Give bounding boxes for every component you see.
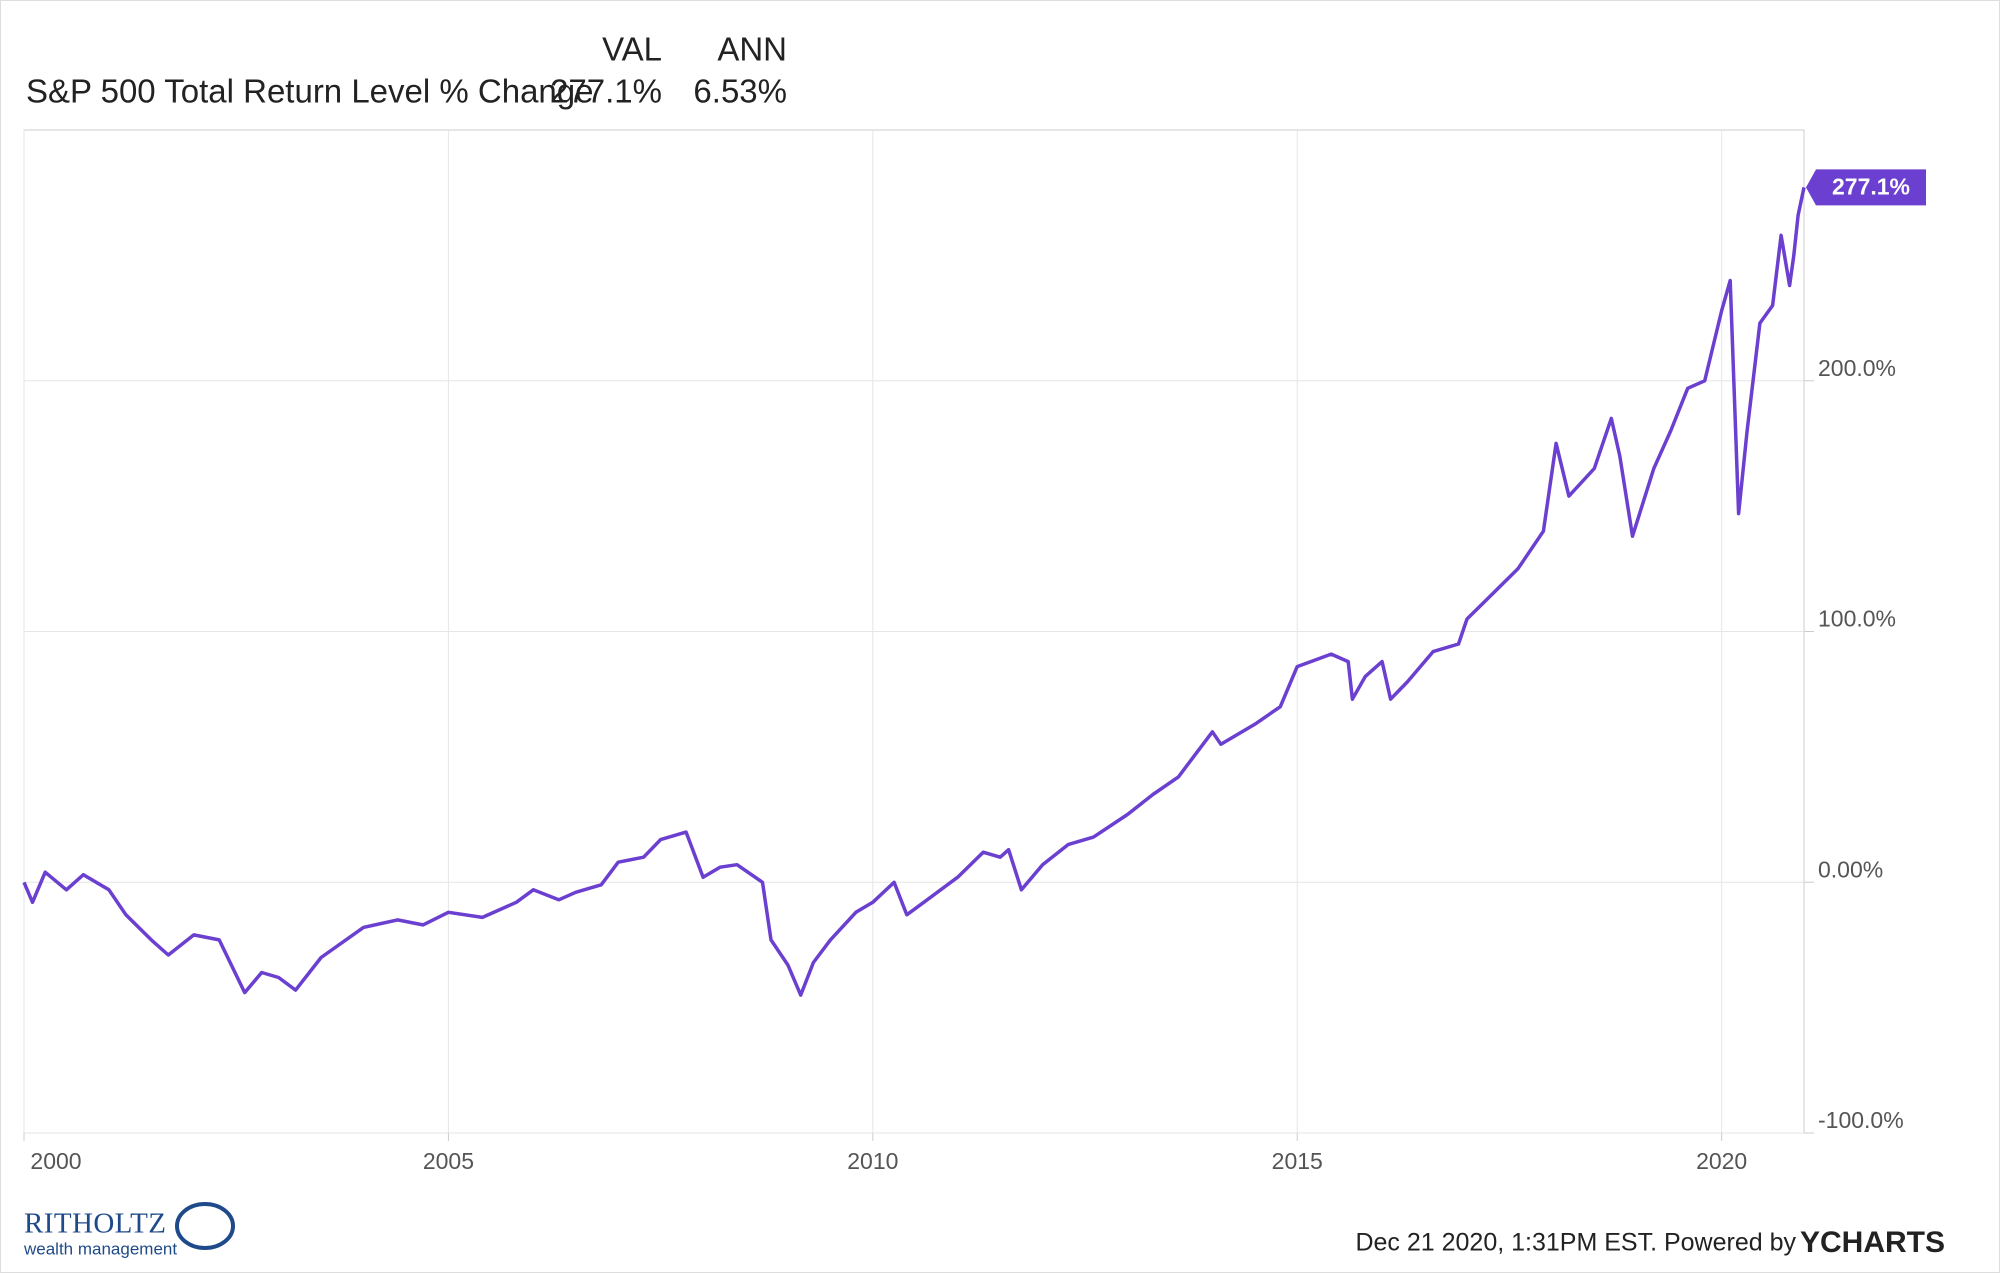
logo-icon <box>175 1202 235 1250</box>
end-label-box <box>1806 169 1926 206</box>
footer-text: Dec 21 2020, 1:31PM EST. Powered by <box>1355 1229 1796 1257</box>
header-col: ANN <box>717 31 787 68</box>
x-tick-label: 2005 <box>423 1148 474 1174</box>
x-tick-label: 2010 <box>847 1148 898 1174</box>
logo-subtext: wealth management <box>23 1239 177 1258</box>
x-tick-label: 2000 <box>30 1148 81 1174</box>
line <box>22 187 1806 997</box>
series-name: S&P 500 Total Return Level % Change <box>26 73 594 110</box>
y-tick-label: 100.0% <box>1818 606 1896 632</box>
footer-brand: YCHARTS <box>1800 1226 1945 1259</box>
x-tick-label: 2015 <box>1272 1148 1323 1174</box>
y-tick-label: 200.0% <box>1818 355 1896 381</box>
header-value: 277.1% <box>550 73 662 110</box>
end-label: 277.1% <box>1832 173 1910 199</box>
header-col: VAL <box>602 31 662 68</box>
logo-text: RITHOLTZ <box>24 1208 166 1240</box>
y-tick-label: -100.0% <box>1818 1107 1904 1133</box>
x-tick-label: 2020 <box>1696 1148 1747 1174</box>
header-value: 6.53% <box>693 73 787 110</box>
y-tick-label: 0.00% <box>1818 856 1883 882</box>
